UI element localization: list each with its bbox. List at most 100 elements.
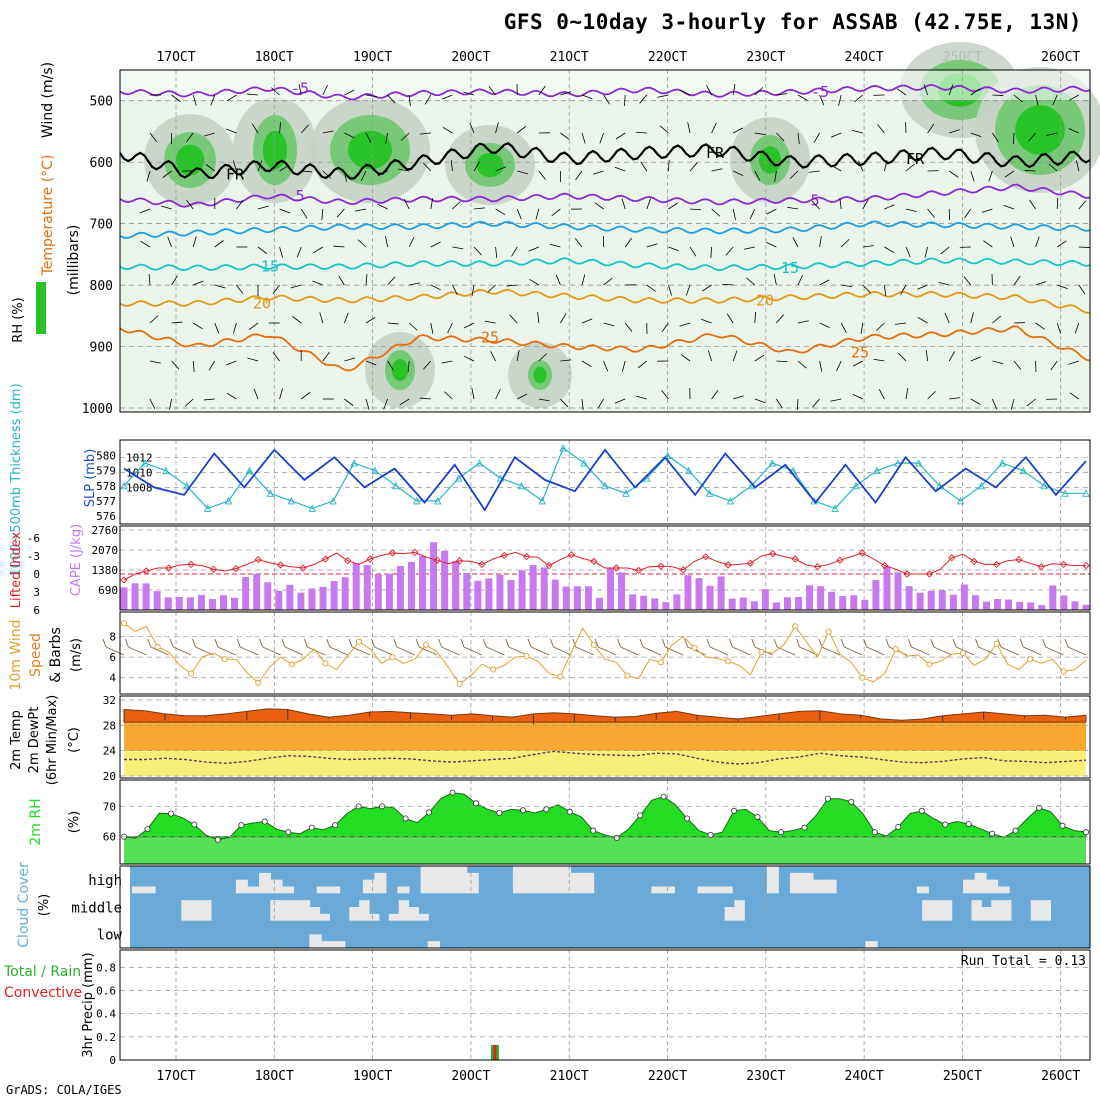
surface-wind-barb-feather — [214, 638, 219, 648]
cloud-cell-middle — [270, 900, 281, 921]
precip-tick: 0.2 — [96, 1031, 116, 1044]
surface-wind-barb-feather — [617, 638, 621, 648]
cape-bar — [419, 555, 427, 610]
cloud-cell-middle — [981, 907, 992, 921]
wind-barb — [385, 132, 388, 144]
li-marker — [388, 549, 397, 557]
wind-barb — [896, 88, 907, 96]
isotherm-25 — [119, 325, 1091, 372]
wind-barb — [1046, 132, 1058, 136]
date-label-top: 22OCT — [648, 50, 687, 65]
date-label-bottom: 19OCT — [353, 1069, 392, 1084]
wind-barb — [322, 351, 330, 362]
wind-barb — [1035, 236, 1040, 248]
surface-wind-barb-feather — [527, 638, 532, 648]
wind-barb — [322, 84, 328, 96]
surface-wind-barb — [866, 646, 885, 656]
surface-wind-barb-feather — [371, 638, 375, 648]
wind-barb — [452, 284, 458, 295]
wind-barb — [1078, 284, 1086, 295]
surface-wind-barb — [821, 646, 841, 656]
wind-barb — [210, 94, 216, 106]
wind-speed-marker — [188, 670, 195, 677]
wind-barb — [637, 360, 648, 369]
thickness-marker — [873, 466, 881, 475]
cape-bar — [573, 586, 581, 610]
wind-barb — [687, 122, 691, 134]
wind-barb — [927, 208, 935, 218]
cloud-cell-middle — [319, 913, 331, 921]
temp-tick: 32 — [103, 694, 116, 707]
rh-contour-blob — [391, 359, 409, 381]
wind-barb — [528, 246, 539, 252]
wind-barb — [970, 398, 981, 405]
cape-bar — [220, 595, 228, 610]
wind-barb — [1056, 197, 1059, 210]
wind-barb — [774, 170, 777, 182]
cape-bar — [297, 592, 305, 610]
wind-barb — [336, 208, 345, 218]
wind-barb — [186, 132, 194, 143]
rh2m-marker — [167, 810, 174, 817]
wind-barb — [193, 280, 204, 286]
wind-barb — [423, 360, 432, 370]
cloud-cell-middle — [971, 900, 982, 921]
wind-barb — [463, 91, 475, 96]
cape-bar — [231, 597, 239, 610]
cloud-cell-high — [812, 879, 826, 894]
rh2m-tick: 60 — [103, 831, 116, 844]
li-marker — [276, 561, 285, 569]
wind-barb — [271, 87, 280, 96]
thickness-marker — [413, 496, 421, 505]
cape-bar — [772, 602, 780, 610]
li-marker — [344, 557, 352, 565]
temp-max-area — [123, 708, 1087, 723]
wind10-unit: (m/s) — [69, 638, 84, 672]
wind-barb — [226, 94, 237, 102]
surface-wind-barb — [419, 646, 438, 656]
cape-bar — [595, 597, 603, 610]
cape-bar — [496, 574, 504, 610]
wind-speed-marker — [691, 644, 698, 651]
rh2m-marker — [942, 821, 949, 828]
surface-wind-barb-feather — [639, 638, 644, 648]
cape-bar — [640, 595, 648, 610]
wind-barb — [898, 352, 907, 362]
wind-barb — [560, 359, 572, 362]
cape-axis-label: CAPE (J/kg) — [69, 524, 84, 596]
wind-barb — [442, 126, 453, 134]
cape-bar — [971, 595, 979, 610]
wind-barb — [646, 198, 651, 210]
cape-bar — [242, 576, 250, 610]
thickness-marker — [371, 466, 379, 475]
chart-title: GFS 0~10day 3-hourly for ASSAB (42.75E, … — [503, 10, 1082, 34]
wind-barb — [186, 199, 194, 210]
thickness-marker — [559, 443, 567, 452]
wind10-barbs-label: & Barbs — [48, 627, 64, 683]
cape-tick: 690 — [98, 584, 118, 597]
rh2m-base — [124, 836, 1086, 864]
minmax-axis-label: (6hr Min/Max) — [45, 695, 60, 785]
wind-barb — [838, 94, 842, 106]
precip-tick: 0.8 — [96, 961, 116, 974]
cape-bar — [319, 586, 327, 610]
cape-bar — [518, 570, 526, 610]
wind-barb — [726, 313, 734, 324]
cloud-cell-high — [570, 872, 583, 894]
cloud-cell-high — [524, 866, 537, 894]
wind-barb — [171, 360, 180, 370]
wind-barb — [301, 170, 313, 173]
surface-wind-barb-feather — [975, 638, 979, 648]
wind-barb — [322, 170, 332, 179]
wind-barb — [679, 89, 691, 96]
wind-barb — [811, 200, 820, 210]
wind-barb — [488, 86, 496, 96]
wind-barb — [403, 199, 410, 210]
surface-wind-barb-feather — [348, 638, 353, 648]
date-label-top: 24OCT — [845, 50, 884, 65]
wind-speed-marker — [590, 641, 597, 648]
cape-bar — [706, 585, 714, 610]
precip-convective-bar — [493, 1044, 497, 1060]
cape-bar — [839, 596, 847, 610]
thickness-tick: 579 — [96, 465, 116, 478]
